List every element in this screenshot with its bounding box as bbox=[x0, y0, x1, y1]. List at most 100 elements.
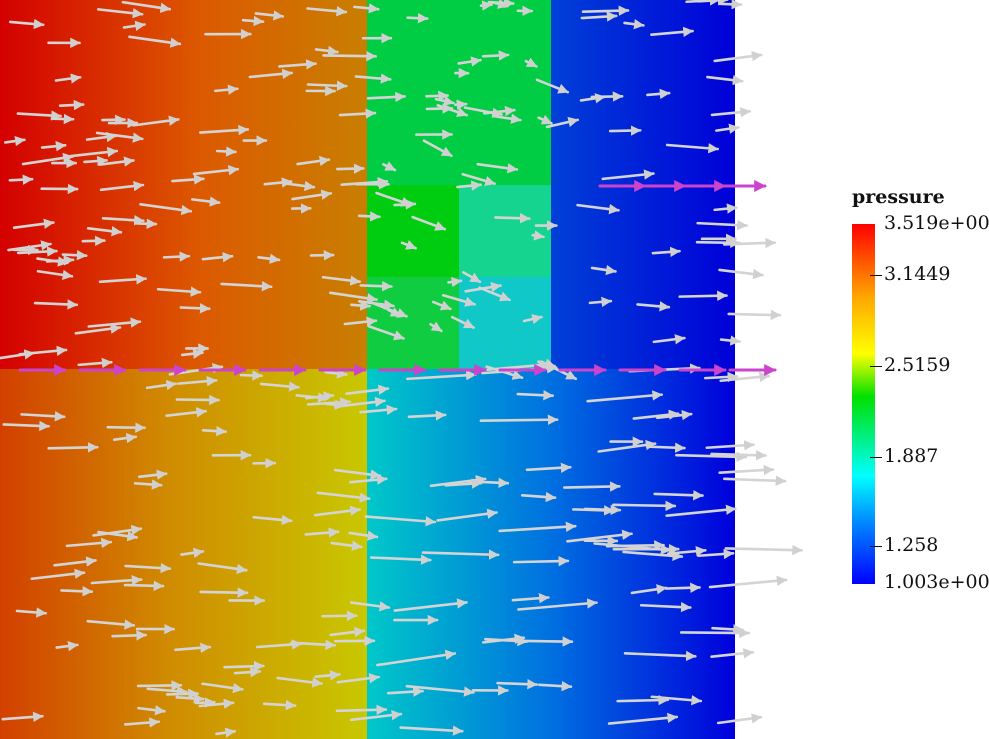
velocity-arrow bbox=[55, 640, 79, 652]
velocity-arrow bbox=[20, 411, 66, 422]
velocity-arrow bbox=[101, 114, 126, 126]
velocity-arrow bbox=[364, 515, 437, 527]
velocity-arrow bbox=[366, 91, 406, 103]
velocity-arrow bbox=[632, 409, 680, 420]
velocity-arrow bbox=[498, 521, 577, 533]
velocity-arrow bbox=[512, 555, 570, 567]
velocity-arrow bbox=[711, 624, 744, 635]
velocity-arrow bbox=[710, 648, 755, 659]
velocity-arrow bbox=[601, 169, 655, 181]
velocity-arrow bbox=[85, 131, 118, 143]
velocity-arrow bbox=[636, 301, 671, 312]
velocity-arrow bbox=[257, 253, 281, 264]
velocity-arrow bbox=[696, 219, 748, 231]
velocity-arrow bbox=[254, 10, 285, 21]
velocity-arrow bbox=[112, 432, 138, 444]
velocity-arrow bbox=[252, 514, 293, 526]
velocity-arrow bbox=[590, 91, 624, 102]
velocity-arrow bbox=[461, 172, 496, 186]
velocity-arrow bbox=[223, 661, 265, 672]
velocity-arrow bbox=[463, 106, 503, 118]
velocity-arrow bbox=[86, 619, 136, 630]
velocity-arrow bbox=[411, 215, 447, 231]
velocity-arrow bbox=[199, 587, 249, 598]
region-green-upper bbox=[367, 0, 551, 185]
velocity-arrow bbox=[454, 99, 468, 110]
velocity-arrow bbox=[566, 529, 633, 543]
velocity-arrow bbox=[322, 50, 377, 62]
velocity-arrow bbox=[12, 218, 55, 229]
velocity-arrow bbox=[1, 711, 44, 723]
velocity-arrow bbox=[77, 357, 113, 369]
velocity-arrow bbox=[8, 18, 45, 30]
velocity-arrow bbox=[201, 252, 234, 263]
velocity-arrow bbox=[651, 246, 681, 258]
velocity-arrow bbox=[431, 300, 452, 311]
velocity-arrow bbox=[201, 682, 244, 694]
velocity-arrow bbox=[95, 131, 144, 143]
velocity-arrow bbox=[16, 246, 58, 257]
velocity-arrow bbox=[81, 235, 106, 247]
velocity-arrow bbox=[179, 303, 211, 314]
velocity-arrow bbox=[616, 694, 670, 706]
velocity-arrow bbox=[199, 124, 250, 136]
velocity-arrow bbox=[476, 162, 519, 174]
velocity-arrow bbox=[350, 300, 371, 311]
velocity-arrow bbox=[220, 281, 273, 292]
velocity-arrow bbox=[522, 314, 543, 325]
velocity-arrow bbox=[538, 680, 573, 692]
velocity-arrow bbox=[136, 680, 183, 691]
velocity-arrow bbox=[65, 537, 113, 549]
velocity-arrow bbox=[665, 504, 737, 517]
colorbar-tick bbox=[870, 366, 882, 367]
velocity-arrow bbox=[481, 633, 526, 644]
velocity-arrow bbox=[722, 237, 777, 249]
velocity-arrow bbox=[665, 143, 720, 154]
colorbar-tick-label: 2.5159 bbox=[884, 354, 951, 376]
velocity-arrow bbox=[406, 12, 429, 24]
velocity-arrow bbox=[608, 125, 642, 136]
velocity-arrow bbox=[353, 3, 380, 14]
velocity-arrow bbox=[456, 180, 483, 191]
colorbar-tick-label: 1.887 bbox=[884, 445, 939, 467]
colorbar-tick bbox=[870, 457, 882, 458]
velocity-arrow bbox=[121, 0, 172, 13]
velocity-arrow bbox=[304, 527, 340, 538]
velocity-arrow bbox=[16, 110, 62, 121]
region-top-left bbox=[0, 0, 367, 369]
velocity-arrow bbox=[135, 218, 158, 229]
velocity-arrow bbox=[74, 323, 122, 335]
velocity-arrow bbox=[343, 316, 378, 327]
velocity-arrow bbox=[623, 19, 645, 30]
velocity-arrow bbox=[165, 407, 208, 418]
velocity-arrow bbox=[276, 676, 323, 688]
velocity-arrow bbox=[695, 237, 741, 248]
velocity-arrow bbox=[581, 5, 630, 16]
velocity-arrow bbox=[478, 286, 511, 302]
velocity-arrow bbox=[333, 468, 382, 480]
velocity-arrow bbox=[321, 275, 361, 286]
velocity-arrow bbox=[349, 709, 403, 722]
velocity-arrow bbox=[359, 404, 398, 416]
velocity-arrow bbox=[101, 215, 145, 226]
velocity-arrow bbox=[198, 698, 235, 709]
region-bottom-right bbox=[367, 369, 735, 739]
velocity-arrow bbox=[97, 530, 139, 542]
velocity-arrow bbox=[295, 392, 329, 403]
velocity-arrow bbox=[201, 425, 227, 437]
velocity-arrow bbox=[715, 123, 740, 134]
velocity-arrow bbox=[321, 610, 358, 622]
velocity-arrow bbox=[313, 505, 361, 517]
velocity-arrow bbox=[263, 177, 293, 188]
velocity-arrow bbox=[139, 203, 193, 216]
velocity-arrow bbox=[354, 73, 392, 84]
velocity-arrow bbox=[329, 291, 378, 304]
velocity-arrow bbox=[373, 302, 408, 318]
velocity-arrow bbox=[132, 115, 180, 127]
velocity-arrow bbox=[165, 688, 199, 700]
velocity-arrow bbox=[516, 390, 555, 401]
velocity-arrow bbox=[580, 11, 618, 22]
velocity-arrow bbox=[494, 213, 531, 224]
region-green-low-left bbox=[367, 277, 459, 369]
velocity-arrow bbox=[175, 394, 220, 406]
